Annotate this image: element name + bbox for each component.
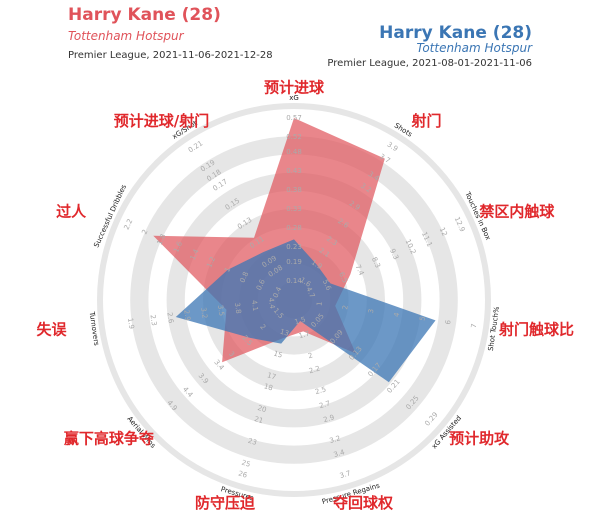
tick-label: 0.28 bbox=[286, 224, 302, 232]
player-name: Harry Kane (28) bbox=[68, 5, 221, 25]
ring-outer bbox=[97, 103, 491, 497]
tick-label: 1.2 bbox=[205, 255, 217, 268]
tick-label: 5 bbox=[418, 316, 427, 322]
tick-label: 3.2 bbox=[329, 434, 342, 445]
tick-label: 3.5 bbox=[216, 304, 226, 316]
tick-label: 2.9 bbox=[322, 413, 335, 424]
tick-label: 4 bbox=[393, 311, 402, 317]
period: Premier League, 2021-11-06-2021-12-28 bbox=[68, 50, 273, 61]
tick-label: 1.5 bbox=[294, 316, 307, 327]
tick-label: 0.48 bbox=[286, 148, 302, 156]
tick-label: 3 bbox=[227, 350, 236, 359]
tick-label: 0.14 bbox=[286, 277, 302, 285]
tick-label: 12 bbox=[438, 226, 449, 237]
tick-label: 13 bbox=[279, 328, 290, 338]
tick-label: 1.7 bbox=[298, 330, 311, 341]
tick-label: 2.5 bbox=[314, 385, 327, 396]
radar-area bbox=[175, 239, 436, 383]
tick-label: 2 bbox=[258, 323, 267, 332]
tick-label: 7 bbox=[470, 323, 479, 329]
tick-label: 2 bbox=[140, 228, 149, 235]
tick-label: 9.3 bbox=[388, 248, 400, 261]
axis-label-cn: 射门 bbox=[410, 112, 441, 130]
tick-label: 4.4 bbox=[267, 297, 277, 310]
tick-label: 0.52 bbox=[286, 133, 302, 141]
period: Premier League, 2021-08-01-2021-11-06 bbox=[327, 58, 532, 69]
axis-label-cn: 赢下高球争夺 bbox=[64, 429, 155, 447]
axis-label-cn: 射门触球比 bbox=[498, 321, 574, 339]
axis-label-cn: 夺回球权 bbox=[332, 494, 394, 512]
axis-label-cn: 预计进球 bbox=[264, 79, 325, 97]
tick-label: 15 bbox=[273, 349, 284, 359]
axis-label-cn: 预计助攻 bbox=[449, 429, 510, 447]
tick-label: 0.8 bbox=[238, 271, 250, 284]
tick-label: 2.6 bbox=[165, 312, 175, 325]
tick-label: 25 bbox=[241, 459, 252, 469]
tick-label: 3.7 bbox=[339, 469, 352, 480]
tick-label: 3.2 bbox=[199, 307, 209, 319]
axis-label-cn: 预计进球/射门 bbox=[114, 112, 209, 130]
axis-label: xG bbox=[289, 94, 299, 102]
tick-label: 2.7 bbox=[318, 399, 331, 410]
tick-label: 6 bbox=[444, 319, 453, 325]
tick-label: 18 bbox=[263, 382, 274, 392]
tick-label: 6.5 bbox=[337, 271, 349, 284]
tick-label: 4.1 bbox=[250, 300, 260, 312]
tick-label: 1 bbox=[223, 266, 232, 273]
tick-label: 0.23 bbox=[286, 243, 302, 251]
team-name: Tottenham Hotspur bbox=[416, 41, 533, 55]
tick-label: 0.19 bbox=[286, 258, 302, 266]
tick-label: 3.4 bbox=[333, 448, 346, 459]
tick-label: 8.3 bbox=[370, 256, 382, 269]
tick-label: 2.3 bbox=[149, 314, 159, 326]
tick-label: 0.33 bbox=[286, 205, 302, 213]
tick-label: 2.2 bbox=[122, 218, 134, 231]
player-name: Harry Kane (28) bbox=[379, 23, 532, 43]
tick-label: 0.38 bbox=[286, 186, 302, 194]
tick-label: 1 bbox=[315, 301, 324, 307]
tick-label: 2 bbox=[307, 351, 314, 360]
tick-label: 1.8 bbox=[156, 233, 168, 246]
tick-label: 0.57 bbox=[286, 114, 302, 122]
tick-label: 3 bbox=[367, 308, 376, 314]
tick-label: 4.7 bbox=[304, 286, 316, 299]
tick-label: 2.2 bbox=[308, 364, 321, 375]
tick-label: 23 bbox=[247, 437, 258, 447]
team-name: Tottenham Hotspur bbox=[68, 29, 185, 43]
tick-label: 21 bbox=[253, 415, 264, 425]
axis-label-cn: 防守压迫 bbox=[195, 494, 256, 512]
tick-label: 0.43 bbox=[286, 167, 302, 175]
tick-label: 17 bbox=[266, 371, 277, 381]
tick-label: 2 bbox=[341, 305, 350, 311]
tick-label: 20 bbox=[257, 404, 268, 414]
tick-label: 3.8 bbox=[233, 302, 243, 314]
axis-label-cn: 禁区内触球 bbox=[479, 202, 555, 220]
axis-label-cn: 失误 bbox=[36, 321, 67, 339]
tick-label: 26 bbox=[237, 470, 248, 480]
axis-label-cn: 过人 bbox=[56, 202, 87, 220]
tick-label: 2.9 bbox=[182, 309, 192, 321]
tick-label: 1.9 bbox=[126, 317, 136, 329]
